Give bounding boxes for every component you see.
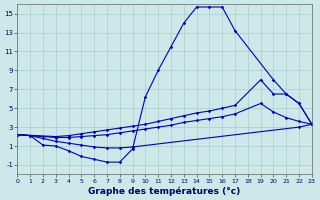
X-axis label: Graphe des températures (°c): Graphe des températures (°c): [88, 186, 241, 196]
